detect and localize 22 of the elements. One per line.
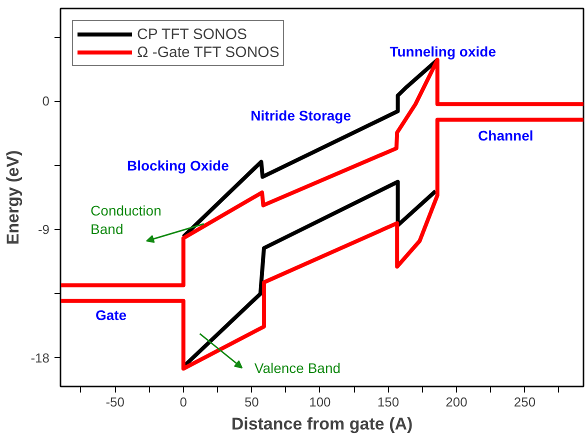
annotation: Nitride Storage	[250, 107, 352, 124]
legend-label: CP TFT SONOS	[137, 25, 248, 43]
x-tick-label: 150	[377, 394, 400, 410]
annotation: Tunneling oxide	[390, 43, 496, 60]
annotation: Channel	[478, 127, 534, 144]
x-tick-label: 200	[446, 394, 468, 410]
x-tick-label: -50	[106, 394, 125, 410]
y-axis-title: Energy (eV)	[4, 150, 23, 245]
line-series	[60, 58, 584, 288]
y-tick-label: -18	[30, 350, 50, 366]
x-tick-label: 250	[514, 394, 536, 410]
annotation: Conduction Band	[90, 202, 162, 237]
x-axis-title: Distance from gate (A)	[231, 414, 413, 434]
x-tick-label: 100	[309, 394, 331, 410]
y-tick-label: 0	[42, 94, 50, 109]
annotation: Valence Band	[254, 360, 341, 376]
y-tick-label: -9	[38, 222, 50, 238]
legend-label: Ω -Gate TFT SONOS	[137, 43, 280, 61]
x-tick-label: 50	[244, 394, 259, 410]
x-tick-label: 0	[180, 394, 188, 410]
annotation: Blocking Oxide	[126, 157, 230, 174]
annotation: Gate	[95, 307, 127, 324]
